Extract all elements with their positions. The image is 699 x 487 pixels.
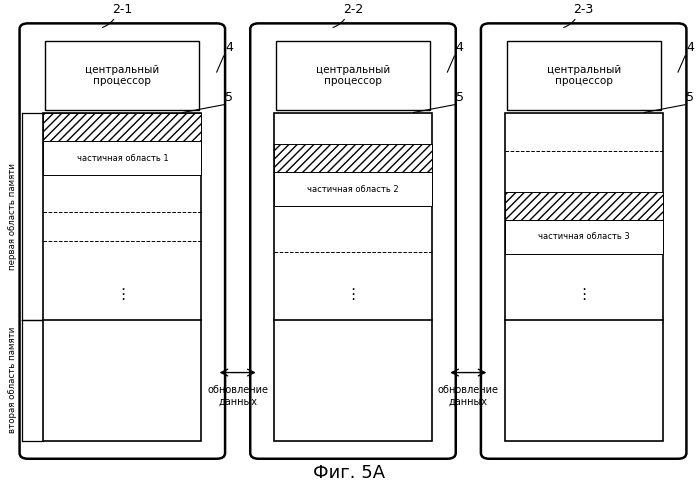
Text: частичная область 3: частичная область 3 bbox=[538, 232, 630, 241]
Text: 4: 4 bbox=[686, 40, 694, 54]
Bar bbox=[276, 41, 430, 110]
Bar bbox=[505, 192, 663, 220]
FancyBboxPatch shape bbox=[250, 23, 456, 459]
Text: частичная область 2: частичная область 2 bbox=[307, 185, 399, 194]
Text: 4: 4 bbox=[225, 40, 233, 54]
Text: Фиг. 5А: Фиг. 5А bbox=[313, 464, 386, 482]
Text: ⋮: ⋮ bbox=[576, 287, 591, 302]
Text: ⋮: ⋮ bbox=[345, 287, 361, 302]
Text: 5: 5 bbox=[686, 91, 694, 104]
Text: 5: 5 bbox=[225, 91, 233, 104]
Text: 2-1: 2-1 bbox=[113, 2, 132, 16]
Text: 4: 4 bbox=[456, 40, 463, 54]
Text: центральный
процессор: центральный процессор bbox=[547, 65, 621, 86]
Bar bbox=[505, 113, 663, 441]
Bar bbox=[274, 172, 432, 206]
Bar bbox=[507, 41, 661, 110]
Text: первая область памяти: первая область памяти bbox=[8, 163, 17, 270]
Bar bbox=[505, 220, 663, 254]
Text: центральный
процессор: центральный процессор bbox=[316, 65, 390, 86]
Text: 2-2: 2-2 bbox=[343, 2, 363, 16]
Bar bbox=[274, 113, 432, 441]
Text: частичная область 1: частичная область 1 bbox=[76, 154, 168, 163]
Text: центральный
процессор: центральный процессор bbox=[85, 65, 159, 86]
FancyBboxPatch shape bbox=[20, 23, 225, 459]
Bar bbox=[274, 145, 432, 172]
Bar bbox=[45, 41, 199, 110]
Text: обновление
данных: обновление данных bbox=[207, 385, 268, 406]
Bar bbox=[43, 141, 201, 175]
Text: ⋮: ⋮ bbox=[115, 287, 130, 302]
Text: вторая область памяти: вторая область памяти bbox=[8, 327, 17, 433]
FancyBboxPatch shape bbox=[481, 23, 686, 459]
Bar bbox=[43, 113, 201, 141]
Text: обновление
данных: обновление данных bbox=[438, 385, 499, 406]
Text: 2-3: 2-3 bbox=[574, 2, 593, 16]
Bar bbox=[43, 113, 201, 441]
Text: 5: 5 bbox=[456, 91, 463, 104]
